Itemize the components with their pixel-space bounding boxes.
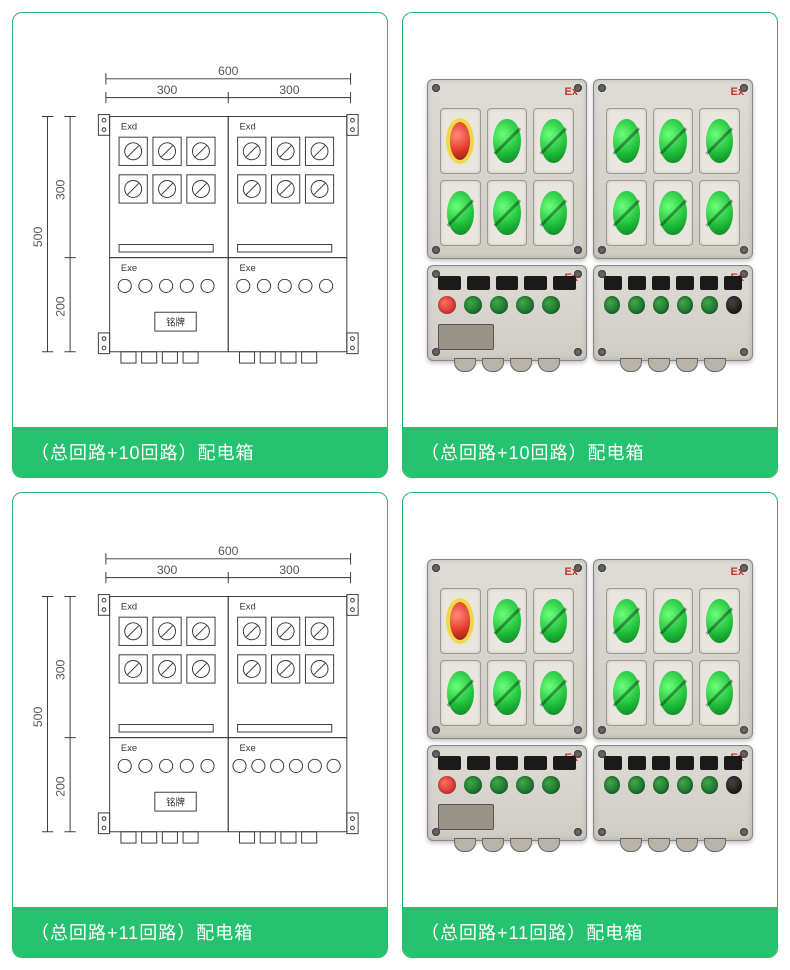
technical-drawing: 600 300 300 500 300 200 [30,540,370,860]
dim-upper-h: 300 [53,659,67,680]
rotary-knob-red [446,118,474,164]
rotary-switch [533,180,574,246]
enclosure-bot-left: Ex [427,265,587,361]
technical-drawing: 600 300 300 500 3 [30,60,370,380]
ex-marking: Ex [731,86,744,98]
lower-enclosures: Ex Ex [427,745,753,841]
indicator-led [677,296,693,314]
indicator-led [726,296,742,314]
nameplate [438,324,494,350]
photo-body: Ex Ex [403,13,777,427]
dim-total-width: 600 [218,64,239,78]
label-exe-1: Exe [121,262,137,273]
enclosure-bot-left: Ex [427,745,587,841]
buttons-left-lower [118,279,214,292]
dim-total-height: 500 [31,707,45,728]
dim-half-a: 300 [157,83,178,97]
caption: （总回路+10回路）配电箱 [13,427,387,477]
product-grid: 600 300 300 500 3 [12,12,778,958]
enclosure-bot-right: Ex [593,265,753,361]
switch-grid-left [440,108,574,246]
rotary-switch [699,108,740,174]
rotary-switch [606,180,647,246]
ex-marking: Ex [565,86,578,98]
buttons-right-lower [237,279,333,292]
nameplate [438,804,494,830]
distribution-box-product: Ex Ex [415,559,765,841]
enclosure-top-right: Ex [593,79,753,259]
rotary-switch [487,180,528,246]
distribution-box-product: Ex Ex [415,79,765,361]
caption: （总回路+11回路）配电箱 [403,907,777,957]
ex-marking: Ex [731,566,744,578]
indicator-led [438,296,456,314]
dim-total-height: 500 [31,227,45,248]
diagram-body: 600 300 300 500 300 200 [13,493,387,907]
enclosure-top-right: Ex [593,559,753,739]
label-exd-2: Exd [240,601,256,612]
indicator-led [542,296,560,314]
label-exd-1: Exd [121,601,137,612]
card-photo-11: Ex Ex [402,492,778,958]
upper-enclosures: Ex Ex [427,79,753,259]
label-exd-1: Exd [121,121,137,132]
dim-lower-h: 200 [53,296,67,317]
cable-glands [594,358,752,372]
indicator-led [604,296,620,314]
dim-upper-h: 300 [53,179,67,200]
card-diagram-10: 600 300 300 500 3 [12,12,388,478]
dim-half-b: 300 [279,83,300,97]
main-switch [440,108,481,174]
enclosure-top-left: Ex [427,559,587,739]
caption: （总回路+11回路）配电箱 [13,907,387,957]
upper-enclosures: Ex Ex [427,559,753,739]
dim-half-b: 300 [279,563,300,577]
label-exe-2: Exe [240,742,256,753]
label-exe-2: Exe [240,262,256,273]
switches-left [119,137,215,203]
enclosure-top-left: Ex [427,79,587,259]
rotary-switch [606,108,647,174]
photo-body: Ex Ex [403,493,777,907]
indicator-led [628,296,644,314]
enclosure-bot-right: Ex [593,745,753,841]
indicator-led [516,296,534,314]
rotary-switch [487,108,528,174]
card-photo-10: Ex Ex [402,12,778,478]
rotary-switch [699,180,740,246]
indicator-led [701,296,717,314]
cable-glands [428,358,586,372]
switch-grid-right [606,108,740,246]
label-exd-2: Exd [240,121,256,132]
rotary-knob-red [446,598,474,644]
rotary-switch [653,108,694,174]
rotary-switch [440,180,481,246]
dim-total-width: 600 [218,544,239,558]
switches-right [238,137,334,203]
indicator-led [653,296,669,314]
dim-half-a: 300 [157,563,178,577]
rotary-switch [653,180,694,246]
nameplate-label: 铭牌 [166,796,185,807]
led-row-left [438,296,576,314]
rotary-switch [533,108,574,174]
label-exe-1: Exe [121,742,137,753]
led-row-right [604,296,742,314]
indicator-led [490,296,508,314]
caption: （总回路+10回路）配电箱 [403,427,777,477]
dim-lower-h: 200 [53,776,67,797]
indicator-led [464,296,482,314]
ex-marking: Ex [565,566,578,578]
glands-row [121,352,317,363]
diagram-body: 600 300 300 500 3 [13,13,387,427]
lower-enclosures: Ex [427,265,753,361]
nameplate-label: 铭牌 [166,316,185,327]
card-diagram-11: 600 300 300 500 300 200 [12,492,388,958]
